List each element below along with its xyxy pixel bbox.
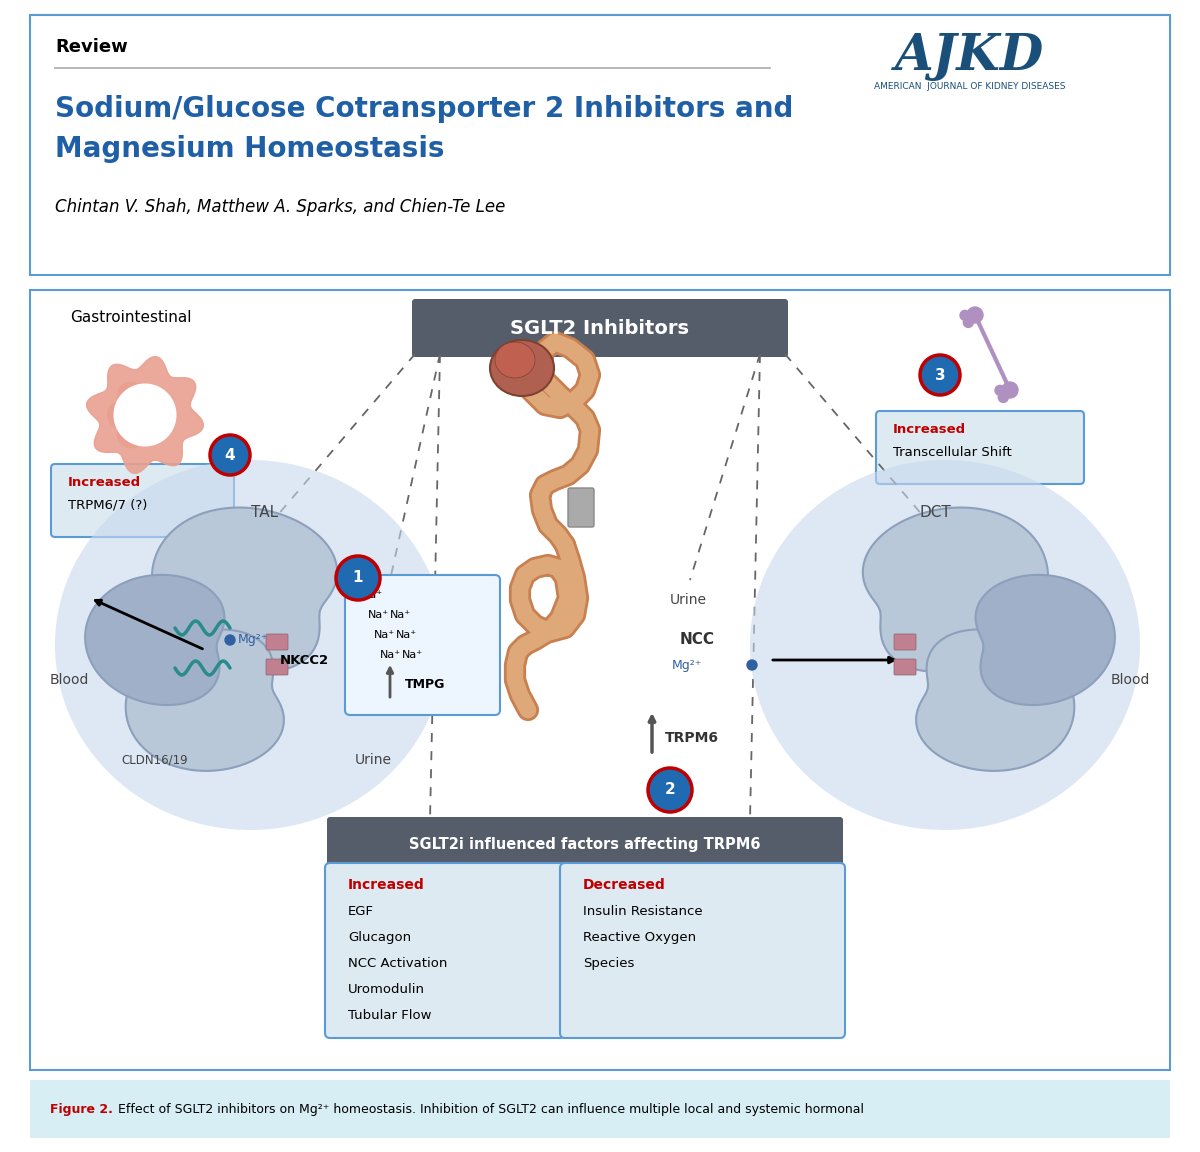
Text: Mg²⁺: Mg²⁺ — [238, 634, 269, 646]
FancyBboxPatch shape — [326, 817, 842, 871]
Circle shape — [336, 556, 380, 600]
Text: NCC Activation: NCC Activation — [348, 957, 448, 970]
Circle shape — [967, 306, 983, 323]
FancyBboxPatch shape — [266, 634, 288, 650]
Text: Uromodulin: Uromodulin — [348, 983, 425, 996]
Text: Reactive Oxygen: Reactive Oxygen — [583, 931, 696, 943]
Text: NKCC2: NKCC2 — [280, 653, 329, 667]
Text: Increased: Increased — [893, 423, 966, 435]
Ellipse shape — [973, 577, 1078, 713]
Text: Na⁺: Na⁺ — [368, 611, 389, 620]
Text: TMPG: TMPG — [406, 679, 445, 691]
Circle shape — [998, 393, 1008, 402]
FancyBboxPatch shape — [30, 1081, 1170, 1138]
Text: Review: Review — [55, 38, 127, 56]
FancyBboxPatch shape — [50, 464, 234, 537]
FancyBboxPatch shape — [325, 863, 565, 1038]
Text: Sodium/Glucose Cotransporter 2 Inhibitors and: Sodium/Glucose Cotransporter 2 Inhibitor… — [55, 94, 793, 123]
Text: Blood: Blood — [50, 673, 89, 687]
Circle shape — [920, 355, 960, 395]
Text: Na⁺: Na⁺ — [374, 630, 395, 641]
Text: NCC: NCC — [680, 632, 715, 647]
Circle shape — [746, 660, 757, 670]
FancyBboxPatch shape — [894, 659, 916, 675]
FancyBboxPatch shape — [30, 290, 1170, 1070]
Text: Magnesium Homeostasis: Magnesium Homeostasis — [55, 135, 444, 162]
Circle shape — [108, 402, 134, 429]
Circle shape — [1002, 382, 1018, 397]
Text: SGLT2 Inhibitors: SGLT2 Inhibitors — [510, 318, 690, 338]
Text: DCT: DCT — [919, 505, 950, 520]
Text: Blood: Blood — [1111, 673, 1150, 687]
Text: TRPM6: TRPM6 — [665, 732, 719, 745]
Ellipse shape — [750, 460, 1140, 829]
Text: Urine: Urine — [355, 753, 392, 767]
Circle shape — [648, 768, 692, 812]
Polygon shape — [916, 629, 1074, 771]
Text: Species: Species — [583, 957, 635, 970]
Ellipse shape — [124, 577, 227, 713]
Text: Glucagon: Glucagon — [348, 931, 412, 943]
Polygon shape — [86, 357, 203, 473]
Circle shape — [118, 382, 144, 409]
FancyBboxPatch shape — [266, 659, 288, 675]
Text: AJKD: AJKD — [895, 32, 1045, 81]
Text: Effect of SGLT2 inhibitors on Mg²⁺ homeostasis. Inhibition of SGLT2 can influenc: Effect of SGLT2 inhibitors on Mg²⁺ homeo… — [118, 1102, 864, 1115]
Text: Decreased: Decreased — [583, 878, 666, 892]
FancyBboxPatch shape — [876, 411, 1084, 484]
Text: 4: 4 — [224, 447, 235, 462]
Text: Na⁺: Na⁺ — [402, 650, 424, 660]
Text: 2: 2 — [665, 782, 676, 797]
Text: 3: 3 — [935, 367, 946, 382]
Text: Urine: Urine — [670, 593, 707, 607]
Text: Figure 2.: Figure 2. — [50, 1102, 113, 1115]
FancyBboxPatch shape — [30, 15, 1170, 275]
Text: TRPM6/7 (?): TRPM6/7 (?) — [68, 499, 148, 511]
Text: EGF: EGF — [348, 905, 374, 918]
Text: AMERICAN  JOURNAL OF KIDNEY DISEASES: AMERICAN JOURNAL OF KIDNEY DISEASES — [875, 82, 1066, 91]
Polygon shape — [85, 575, 224, 705]
Circle shape — [964, 318, 973, 327]
Text: SGLT2i influenced factors affecting TRPM6: SGLT2i influenced factors affecting TRPM… — [409, 836, 761, 851]
Polygon shape — [114, 385, 176, 446]
Text: Increased: Increased — [348, 878, 425, 892]
Circle shape — [210, 435, 250, 475]
Text: TAL: TAL — [252, 505, 278, 520]
Ellipse shape — [496, 342, 535, 378]
Circle shape — [960, 310, 970, 320]
Text: Na⁺: Na⁺ — [380, 650, 401, 660]
FancyBboxPatch shape — [568, 488, 594, 526]
Polygon shape — [976, 575, 1115, 705]
Text: Tubular Flow: Tubular Flow — [348, 1009, 432, 1022]
Text: Na⁺: Na⁺ — [390, 611, 412, 620]
Text: Na⁺: Na⁺ — [396, 630, 418, 641]
Text: Na⁺: Na⁺ — [362, 590, 383, 600]
Polygon shape — [152, 508, 337, 672]
Text: Mg²⁺: Mg²⁺ — [672, 659, 702, 672]
Polygon shape — [126, 629, 284, 771]
Circle shape — [118, 422, 144, 448]
FancyBboxPatch shape — [560, 863, 845, 1038]
Text: Transcellular Shift: Transcellular Shift — [893, 446, 1012, 458]
Circle shape — [226, 635, 235, 645]
Text: 1: 1 — [353, 570, 364, 585]
Text: Insulin Resistance: Insulin Resistance — [583, 905, 703, 918]
Polygon shape — [863, 508, 1048, 672]
FancyBboxPatch shape — [894, 634, 916, 650]
Ellipse shape — [55, 460, 445, 829]
Text: Increased: Increased — [68, 476, 142, 488]
Text: Chintan V. Shah, Matthew A. Sparks, and Chien-Te Lee: Chintan V. Shah, Matthew A. Sparks, and … — [55, 198, 505, 217]
Ellipse shape — [490, 340, 554, 396]
Text: Gastrointestinal: Gastrointestinal — [70, 310, 192, 325]
FancyBboxPatch shape — [346, 575, 500, 715]
FancyBboxPatch shape — [412, 300, 788, 357]
Circle shape — [995, 386, 1006, 395]
Text: CLDN16/19: CLDN16/19 — [121, 753, 188, 766]
